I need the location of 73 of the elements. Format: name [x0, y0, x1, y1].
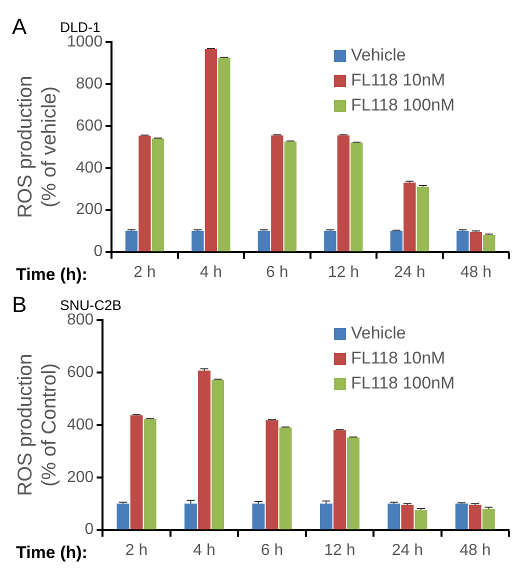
x-tick-label: 48 h [460, 542, 491, 559]
bar [279, 428, 292, 530]
x-tick-label: 2 h [125, 542, 148, 559]
bar [350, 142, 363, 252]
bar [130, 415, 143, 530]
legend-label: FL118 100nM [351, 96, 455, 115]
x-axis-title: Time (h): [16, 265, 88, 284]
bar [192, 230, 204, 252]
bar [152, 138, 164, 252]
x-tick-label: 48 h [460, 264, 492, 281]
x-tick-label: 6 h [266, 264, 288, 281]
legend-label: Vehicle [351, 46, 406, 65]
y-tick-label: 600 [66, 364, 94, 381]
y-tick-label: 200 [66, 468, 94, 486]
x-axis-title: Time (h): [16, 543, 88, 562]
legend-label: Vehicle [351, 324, 406, 343]
x-tick-label: 12 h [324, 542, 356, 559]
y-tick-label: 800 [76, 75, 103, 92]
bar [482, 508, 495, 530]
y-tick-label: 200 [76, 201, 103, 218]
x-tick-label: 6 h [260, 542, 284, 559]
bar [388, 504, 400, 530]
bar [258, 230, 270, 252]
x-tick-label: 4 h [193, 542, 216, 559]
x-tick-label: 12 h [328, 264, 359, 281]
bar [198, 370, 210, 530]
x-tick-label: 4 h [200, 264, 222, 281]
text: A [12, 14, 27, 39]
y-tick-label: 0 [84, 521, 94, 538]
bar [184, 504, 197, 530]
bar [218, 58, 230, 252]
bar [347, 437, 360, 530]
bar [455, 504, 468, 530]
legend-label: FL118 100nM [351, 374, 455, 393]
bar [333, 430, 346, 530]
bar [144, 419, 156, 530]
bar [212, 380, 224, 530]
bar [320, 504, 332, 530]
y-tick-label: 400 [66, 416, 94, 434]
x-tick-label: 24 h [394, 264, 426, 281]
bar [252, 504, 265, 530]
bar [456, 230, 469, 252]
x-tick-label: 24 h [392, 542, 423, 559]
legend-label: FL118 10nM [351, 348, 446, 368]
bar [324, 230, 336, 252]
bar [138, 136, 151, 252]
chart-title: SNU-C2B [60, 297, 122, 313]
y-axis-title: ROS production (% of Control) [14, 354, 61, 496]
legend-label: FL118 10nM [351, 70, 446, 90]
y-tick-label: 1000 [67, 33, 103, 50]
bar [125, 230, 138, 252]
y-axis-title: ROS production (% of vehicle) [14, 76, 61, 218]
bar [468, 504, 482, 530]
bar [204, 48, 218, 252]
bar [116, 504, 130, 530]
chart-title: DLD-1 [60, 19, 101, 35]
y-tick-label: 400 [76, 159, 103, 176]
bar [390, 230, 402, 252]
bar [271, 135, 284, 252]
y-tick-label: 0 [94, 243, 103, 260]
bar [483, 235, 496, 252]
y-tick-label: 600 [76, 117, 103, 134]
bar [470, 232, 482, 252]
bar [266, 420, 278, 530]
bar [401, 504, 414, 530]
x-tick-label: 2 h [134, 264, 156, 281]
text: B [12, 292, 27, 317]
bar [337, 135, 350, 252]
bar [414, 510, 428, 530]
bar [284, 142, 297, 252]
bar [416, 186, 429, 252]
bar [404, 182, 416, 252]
y-tick-label: 800 [66, 311, 94, 328]
